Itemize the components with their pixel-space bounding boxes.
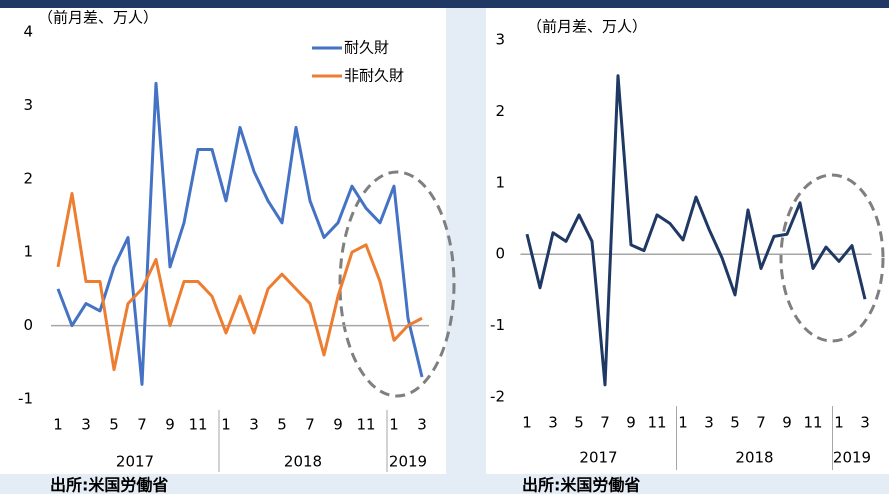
y-tick-label: 2 [23,169,33,187]
year-label: 2017 [116,453,154,471]
year-label: 2017 [579,449,617,467]
x-tick-label: 3 [704,414,714,432]
x-tick-label: 5 [277,416,287,434]
y-tick-label: 4 [23,23,33,41]
x-tick-label: 1 [221,416,231,434]
x-tick-label: 3 [81,416,91,434]
x-tick-label: 3 [548,414,558,432]
x-tick-label: 5 [574,414,584,432]
x-tick-label: 9 [782,414,792,432]
x-tick-label: 5 [109,416,119,434]
legend-label: 耐久財 [344,39,389,57]
y-tick-label: -1 [490,316,505,334]
x-tick-label: 3 [249,416,259,434]
x-tick-label: 11 [188,416,207,434]
x-tick-label: 7 [756,414,766,432]
highlight-ellipse [338,170,456,398]
x-tick-label: 1 [834,414,844,432]
top-band [0,0,889,8]
y-tick-label: 1 [23,243,33,261]
legend-label: 非耐久財 [344,67,404,85]
line-series [525,74,867,387]
x-tick-label: 1 [53,416,63,434]
year-label: 2019 [389,453,427,471]
x-tick-label: 1 [389,416,399,434]
y-tick-label: -1 [18,390,33,408]
x-tick-label: 11 [803,414,822,432]
x-tick-label: 1 [678,414,688,432]
x-tick-label: 1 [522,414,532,432]
year-label: 2019 [833,449,871,467]
y-tick-label: 3 [495,31,505,49]
x-tick-label: 7 [137,416,147,434]
highlight-ellipse [779,173,885,343]
x-tick-label: 9 [165,416,175,434]
x-tick-label: 7 [600,414,610,432]
y-axis-label: （前月差、万人） [527,18,647,36]
line-series [56,191,423,372]
right-panel [486,8,889,474]
x-tick-label: 11 [356,416,375,434]
x-tick-label: 5 [730,414,740,432]
y-tick-label: 0 [23,316,33,334]
x-tick-label: 3 [860,414,870,432]
y-tick-label: -2 [490,388,505,406]
line-series [56,81,424,386]
x-tick-label: 9 [626,414,636,432]
year-label: 2018 [735,449,773,467]
y-tick-label: 3 [23,96,33,114]
x-tick-label: 11 [647,414,666,432]
source: 出所:米国労働省 [522,476,640,494]
y-tick-label: 0 [495,245,505,263]
y-tick-label: 1 [495,173,505,191]
year-label: 2018 [284,453,322,471]
source: 出所:米国労働省 [50,476,168,494]
x-tick-label: 9 [333,416,343,434]
left-panel [0,8,446,474]
x-tick-label: 3 [417,416,427,434]
y-tick-label: 2 [495,102,505,120]
x-tick-label: 7 [305,416,315,434]
y-axis-label: （前月差、万人） [38,9,158,27]
